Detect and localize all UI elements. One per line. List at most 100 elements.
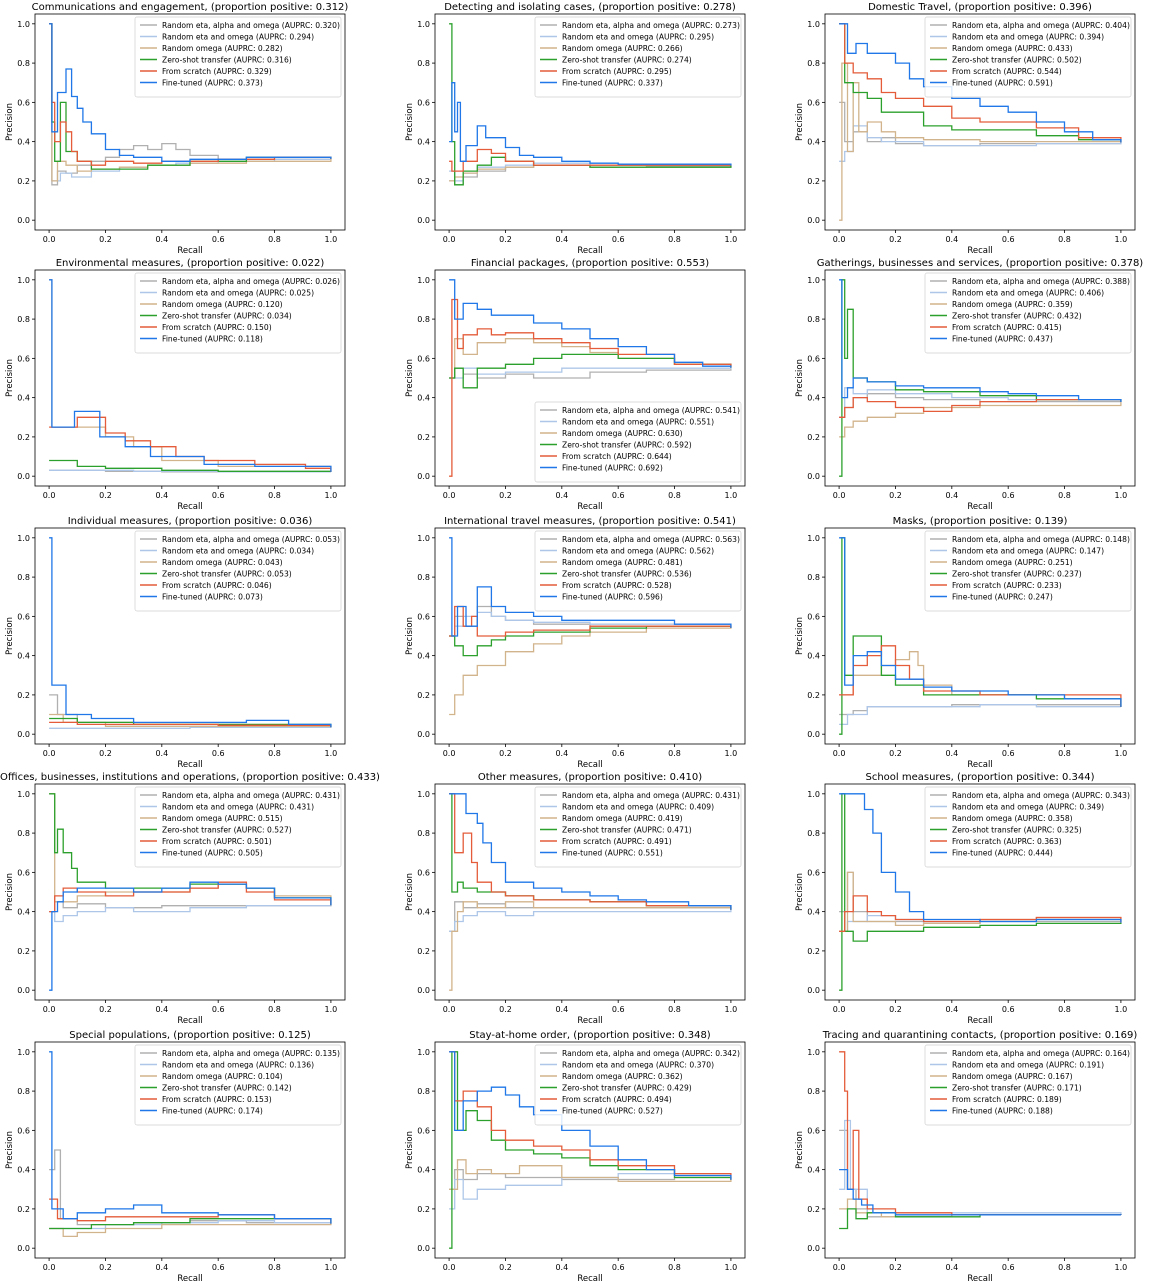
chart-title: Gatherings, businesses and services, (pr… [817, 258, 1144, 269]
x-tick-label: 0.8 [268, 749, 281, 758]
y-tick-label: 0.6 [417, 98, 430, 107]
y-axis-label: Precision [405, 873, 415, 911]
legend-label: Random eta and omega (AUPRC: 0.136) [162, 1061, 314, 1070]
legend-label: Random omega (AUPRC: 0.120) [162, 300, 283, 309]
x-tick-label: 0.6 [1002, 491, 1015, 500]
x-tick-label: 0.2 [499, 1263, 512, 1272]
y-tick-label: 0.4 [17, 652, 30, 661]
series-group [449, 1051, 732, 1249]
legend-box [924, 530, 1132, 612]
pr-curve [49, 23, 332, 186]
legend-label: From scratch (AUPRC: 0.415) [952, 323, 1062, 332]
legend: Random eta, alpha and omega (AUPRC: 0.27… [534, 16, 742, 98]
x-tick-label: 0.8 [1058, 1263, 1071, 1272]
y-tick-label: 0.2 [807, 433, 820, 442]
legend-label: Random eta and omega (AUPRC: 0.409) [562, 803, 714, 812]
x-tick-label: 0.2 [99, 491, 112, 500]
y-tick-label: 0.0 [17, 730, 30, 739]
pr-chart-svg: Individual measures, (proportion positiv… [5, 516, 346, 770]
pr-curve [449, 148, 732, 172]
y-tick-label: 0.8 [807, 829, 820, 838]
x-tick-label: 0.8 [668, 749, 681, 758]
x-tick-label: 0.0 [43, 235, 56, 244]
legend-label: From scratch (AUPRC: 0.233) [952, 581, 1062, 590]
x-axis-label: Recall [177, 1274, 202, 1284]
x-tick-label: 0.6 [212, 1005, 225, 1014]
pr-curve [839, 402, 1122, 438]
x-tick-label: 1.0 [725, 491, 738, 500]
legend-label: Zero-shot transfer (AUPRC: 0.316) [162, 56, 292, 65]
pr-curve [449, 625, 732, 657]
y-axis-label: Precision [795, 359, 805, 397]
y-tick-label: 0.0 [417, 216, 430, 225]
x-tick-label: 0.2 [889, 491, 902, 500]
y-tick-label: 0.2 [17, 947, 30, 956]
legend-label: From scratch (AUPRC: 0.046) [162, 581, 272, 590]
y-tick-label: 1.0 [417, 20, 430, 29]
x-tick-label: 1.0 [325, 235, 338, 244]
x-tick-label: 0.6 [1002, 1005, 1015, 1014]
pr-chart-panel: Financial packages, (proportion positive… [400, 256, 786, 512]
legend: Random eta, alpha and omega (AUPRC: 0.14… [924, 530, 1132, 612]
legend-label: Fine-tuned (AUPRC: 0.591) [952, 79, 1053, 88]
pr-chart-svg: Tracing and quarantining contacts, (prop… [795, 1030, 1137, 1284]
legend-label: Random omega (AUPRC: 0.419) [562, 814, 683, 823]
legend-label: Random eta and omega (AUPRC: 0.295) [562, 33, 714, 42]
legend-box [534, 16, 742, 98]
pr-curve [49, 726, 332, 729]
y-axis-label: Precision [405, 1131, 415, 1169]
x-tick-label: 0.4 [555, 1263, 568, 1272]
y-tick-label: 0.4 [807, 652, 820, 661]
legend: Random eta, alpha and omega (AUPRC: 0.32… [134, 16, 342, 98]
pr-chart-panel: International travel measures, (proporti… [400, 514, 786, 770]
y-tick-label: 0.6 [17, 612, 30, 621]
x-tick-label: 0.0 [443, 749, 456, 758]
x-tick-label: 1.0 [1115, 235, 1128, 244]
y-tick-label: 0.2 [807, 691, 820, 700]
y-tick-label: 0.4 [807, 394, 820, 403]
x-axis-label: Recall [177, 1016, 202, 1026]
legend-box [534, 530, 742, 612]
y-tick-label: 0.2 [17, 433, 30, 442]
legend: Random eta, alpha and omega (AUPRC: 0.56… [534, 530, 742, 612]
x-tick-label: 0.8 [668, 1005, 681, 1014]
legend-label: Random eta, alpha and omega (AUPRC: 0.27… [562, 21, 740, 30]
x-tick-label: 0.4 [945, 235, 958, 244]
y-tick-label: 0.0 [807, 472, 820, 481]
legend-label: Random eta, alpha and omega (AUPRC: 0.43… [162, 791, 340, 800]
chart-title: Communications and engagement, (proporti… [32, 2, 349, 13]
x-tick-label: 0.2 [99, 1263, 112, 1272]
legend-box [134, 786, 342, 868]
pr-chart-panel: Domestic Travel, (proportion positive: 0… [790, 0, 1159, 256]
x-tick-label: 0.0 [43, 491, 56, 500]
pr-curve [839, 1168, 1122, 1216]
y-tick-label: 1.0 [417, 1048, 430, 1057]
y-tick-label: 0.8 [807, 1087, 820, 1096]
x-tick-label: 0.0 [833, 1263, 846, 1272]
legend-label: From scratch (AUPRC: 0.150) [162, 323, 272, 332]
series-group [49, 537, 332, 729]
legend-label: Zero-shot transfer (AUPRC: 0.471) [562, 826, 692, 835]
x-tick-label: 0.2 [889, 1263, 902, 1272]
y-tick-label: 0.8 [17, 1087, 30, 1096]
x-tick-label: 0.6 [1002, 749, 1015, 758]
x-tick-label: 0.4 [945, 1263, 958, 1272]
x-tick-label: 0.4 [155, 1263, 168, 1272]
legend-label: Zero-shot transfer (AUPRC: 0.429) [562, 1084, 692, 1093]
pr-curve [49, 537, 332, 728]
pr-chart-panel: Detecting and isolating cases, (proporti… [400, 0, 786, 256]
y-tick-label: 0.6 [807, 868, 820, 877]
chart-title: Individual measures, (proportion positiv… [68, 516, 313, 527]
y-tick-label: 0.6 [417, 1126, 430, 1135]
x-tick-label: 0.8 [1058, 491, 1071, 500]
series-group [839, 279, 1122, 477]
y-tick-label: 0.6 [807, 612, 820, 621]
pr-curve [839, 23, 1122, 143]
x-axis-label: Recall [577, 1016, 602, 1026]
y-axis-label: Precision [795, 1131, 805, 1169]
x-tick-label: 0.0 [833, 491, 846, 500]
x-axis-label: Recall [967, 1274, 992, 1284]
y-tick-label: 0.6 [807, 354, 820, 363]
legend-label: From scratch (AUPRC: 0.501) [162, 837, 272, 846]
legend-label: Zero-shot transfer (AUPRC: 0.142) [162, 1084, 292, 1093]
